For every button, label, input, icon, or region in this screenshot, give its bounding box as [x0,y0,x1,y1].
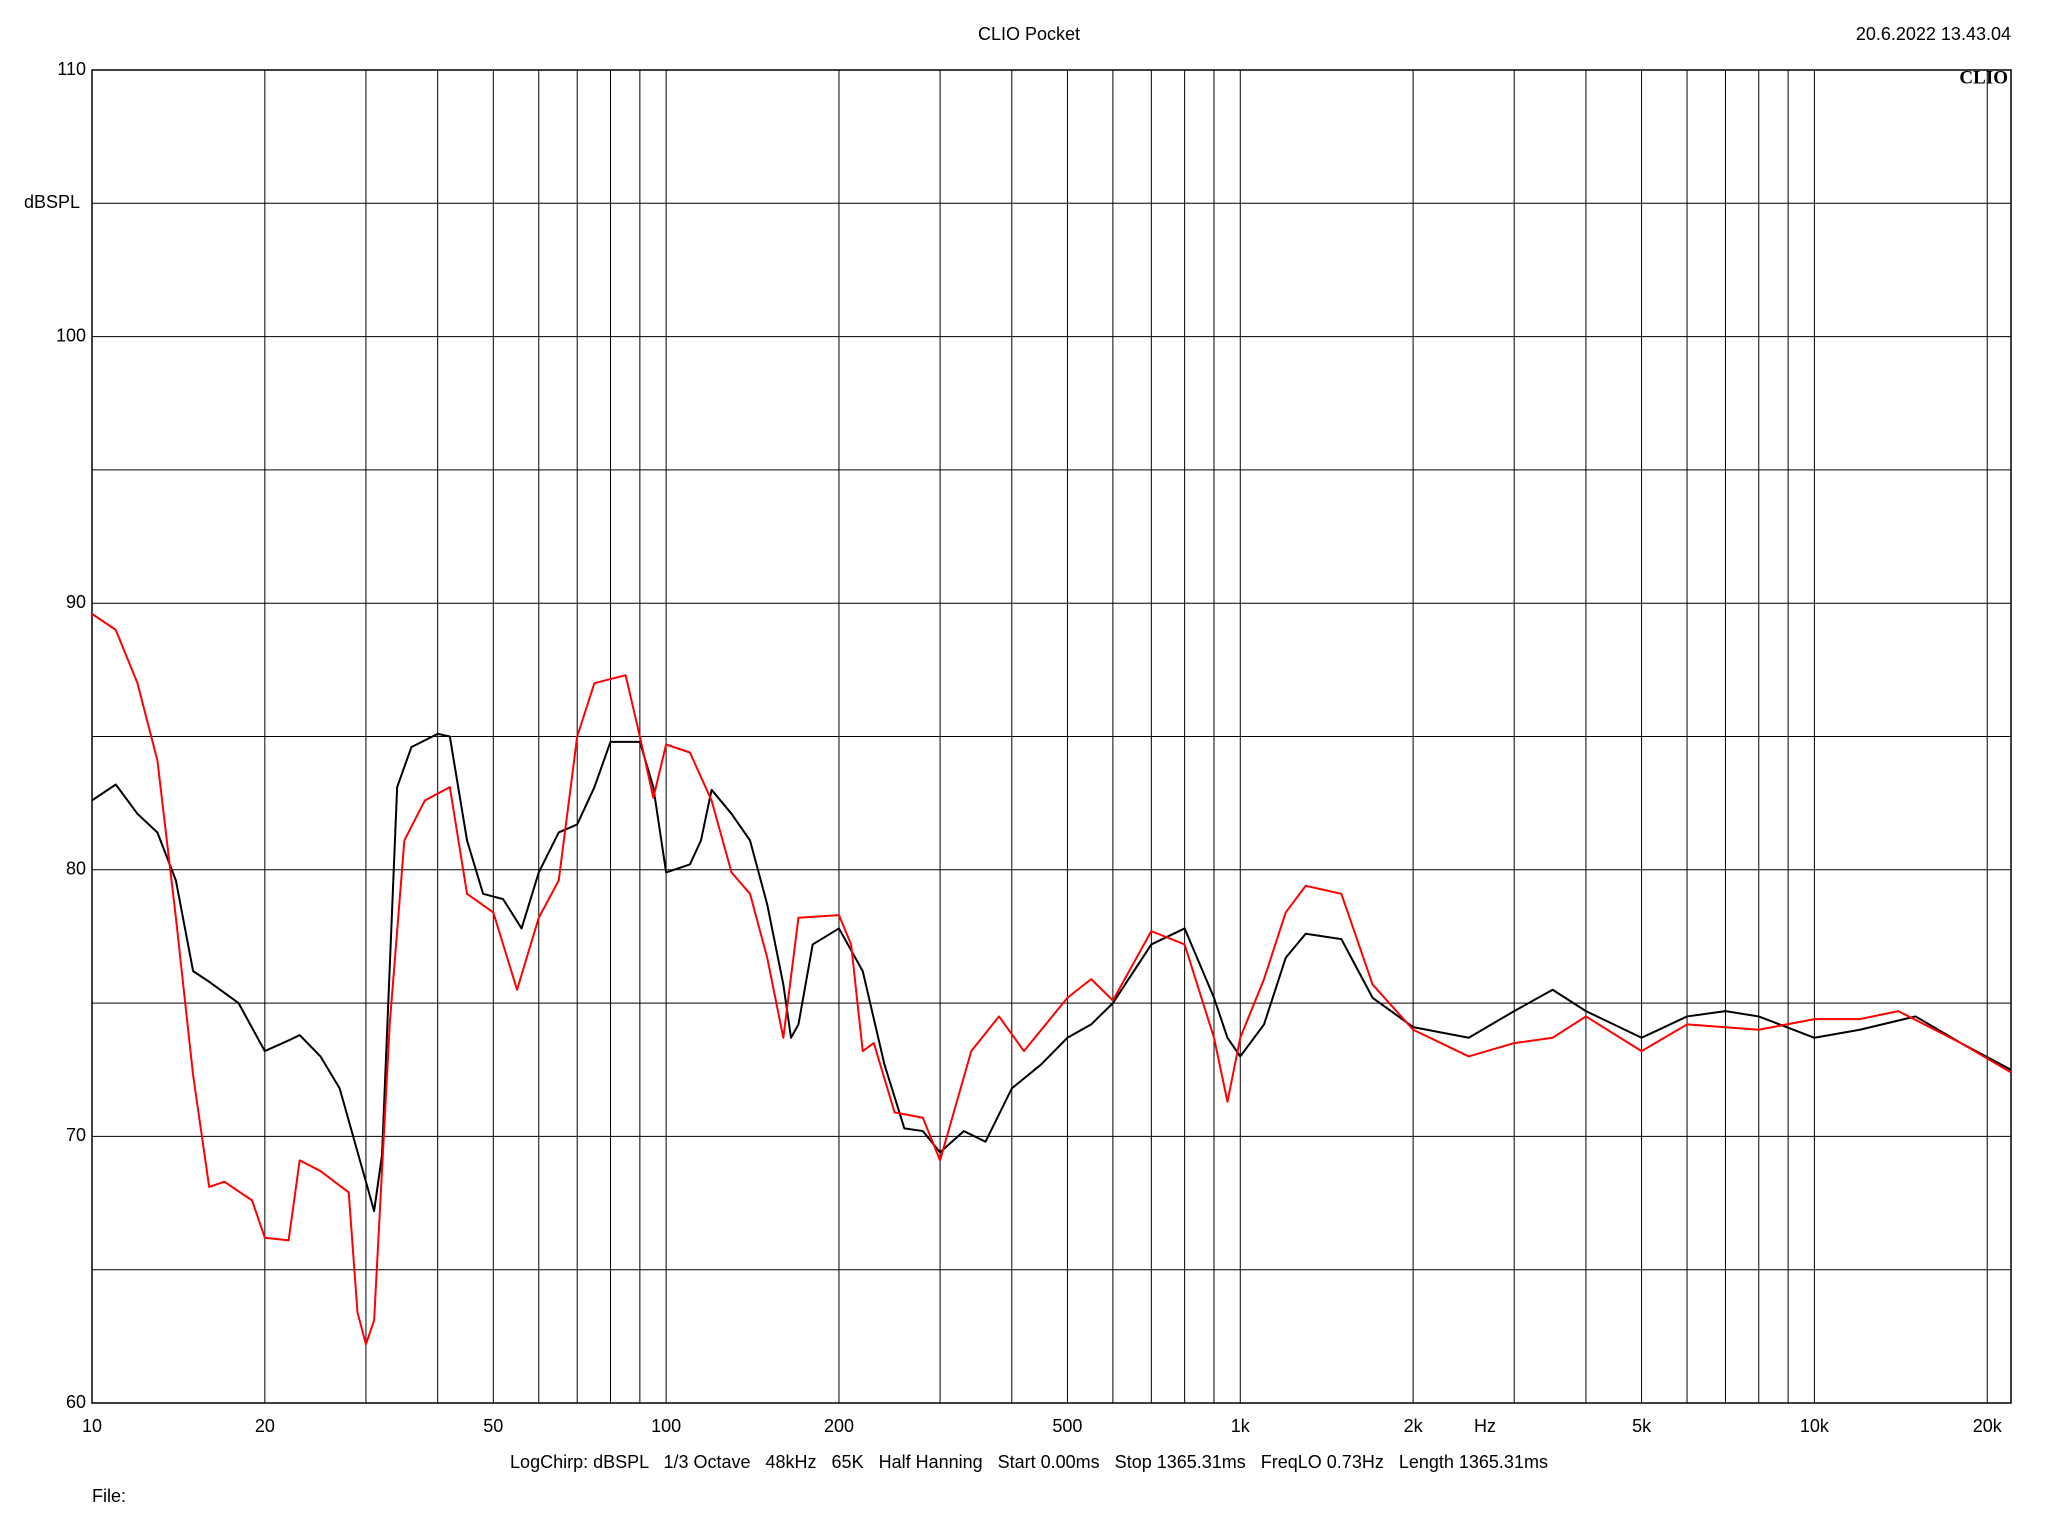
file-label: File: [92,1486,126,1506]
x-tick-label: 2k [1404,1416,1424,1436]
timestamp: 20.6.2022 13.43.04 [1856,24,2011,44]
x-tick-label: 100 [651,1416,681,1436]
x-tick-label: 200 [824,1416,854,1436]
y-tick-label: 80 [66,859,86,879]
y-tick-label: 70 [66,1125,86,1145]
x-tick-label: 5k [1632,1416,1652,1436]
x-tick-label: 10k [1800,1416,1830,1436]
chart-title: CLIO Pocket [978,24,1080,44]
plot-frame [91,69,2012,1404]
x-tick-label: 20k [1973,1416,2003,1436]
y-tick-label: 110 [57,59,86,79]
x-tick-label: 50 [483,1416,503,1436]
y-tick-label: 100 [56,325,86,345]
x-tick-label: 10 [82,1416,102,1436]
x-tick-label: 20 [255,1416,275,1436]
x-tick-label: 500 [1052,1416,1082,1436]
response-line [91,732,2012,1213]
logo: CLIO [1959,67,2008,88]
response-line [91,613,2012,1346]
x-axis-label: Hz [1474,1416,1496,1436]
footer: LogChirp: dBSPL 1/3 Octave 48kHz 65K Hal… [510,1452,1548,1472]
x-tick-label: 1k [1231,1416,1251,1436]
y-axis-label: dBSPL [24,192,80,212]
y-tick-label: 90 [66,592,86,612]
y-tick-label: 60 [66,1392,86,1412]
